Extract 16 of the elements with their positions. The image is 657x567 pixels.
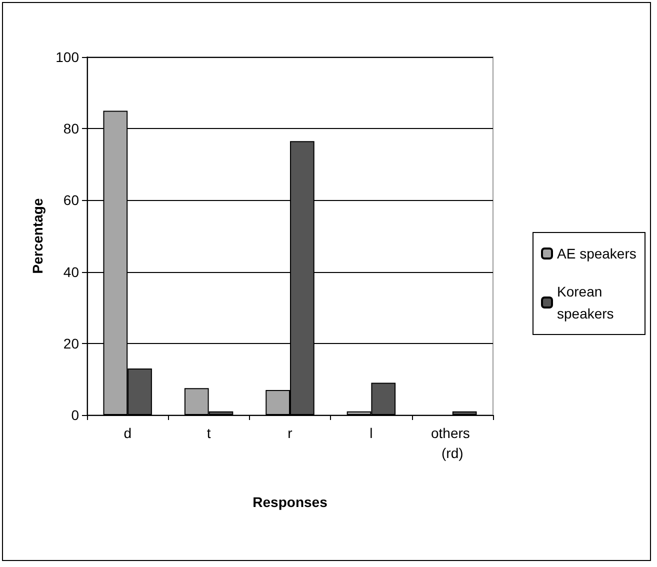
legend-label: AE speakers [557, 246, 636, 262]
y-tick-label: 20 [63, 335, 80, 352]
y-tick-label: 40 [63, 264, 80, 280]
y-tick-label: 0 [71, 407, 80, 423]
y-tick-label: 80 [63, 120, 80, 137]
x-tick-label: l [370, 425, 373, 441]
x-axis-title: Responses [252, 494, 328, 510]
bar [452, 411, 477, 415]
y-axis-title: Percentage [30, 198, 46, 274]
x-tick-label: t [206, 425, 211, 441]
y-tick-label: 100 [56, 49, 80, 65]
legend-label: Korean speakers [557, 284, 614, 322]
y-tick-label: 60 [63, 192, 80, 208]
x-tick-label: others (rd) [430, 425, 474, 461]
x-tick-label: d [124, 425, 132, 441]
x-tick-label: r [288, 425, 293, 441]
